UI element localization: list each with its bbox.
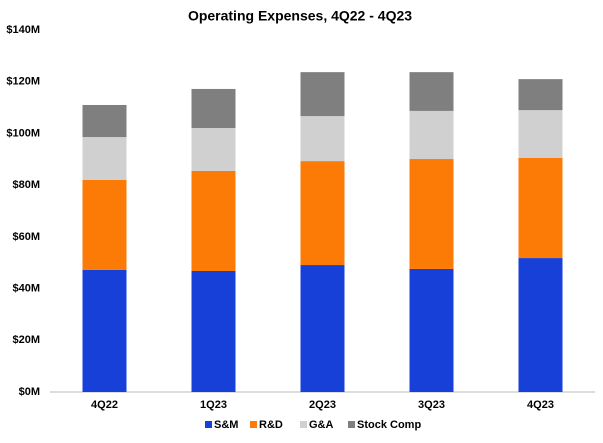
legend-label: G&A	[309, 419, 334, 431]
y-tick-label: $60M	[12, 231, 40, 243]
bar-segment	[409, 72, 454, 111]
bar-segment	[300, 161, 345, 266]
x-tick-label: 2Q23	[309, 399, 336, 411]
y-tick-label: $120M	[6, 76, 40, 88]
legend-swatch	[250, 421, 257, 428]
legend-label: S&M	[214, 419, 238, 431]
bar-segment	[191, 127, 236, 171]
legend-label: R&D	[259, 419, 283, 431]
bar-segment	[300, 72, 345, 117]
bar-segment	[82, 269, 127, 392]
legend-swatch	[300, 421, 307, 428]
bar-segment	[300, 116, 345, 162]
y-tick-label: $40M	[12, 282, 40, 294]
bar-segment	[191, 170, 236, 271]
bar-segment	[409, 110, 454, 160]
bar-segment	[518, 157, 563, 259]
bar-segment	[82, 104, 127, 138]
y-tick-label: $140M	[6, 24, 40, 36]
y-tick-label: $100M	[6, 127, 40, 139]
legend-label: Stock Comp	[357, 419, 421, 431]
y-tick-label: $80M	[12, 179, 40, 191]
bar-segment	[518, 79, 563, 111]
bar-segment	[191, 270, 236, 392]
bar-segment	[82, 179, 127, 270]
y-tick-label: $20M	[12, 334, 40, 346]
legend-swatch	[348, 421, 355, 428]
bar-segment	[191, 88, 236, 128]
chart-title: Operating Expenses, 4Q22 - 4Q23	[188, 8, 412, 24]
bar-segment	[300, 265, 345, 392]
bar-segment	[82, 137, 127, 180]
y-tick-label: $0M	[19, 386, 40, 398]
bar-segment	[409, 268, 454, 392]
bar-segment	[518, 258, 563, 392]
bar-segment	[409, 159, 454, 269]
x-tick-label: 4Q22	[91, 399, 118, 411]
legend-swatch	[205, 421, 212, 428]
bar-segment	[518, 110, 563, 158]
x-tick-label: 3Q23	[418, 399, 445, 411]
x-tick-label: 4Q23	[527, 399, 554, 411]
x-tick-label: 1Q23	[200, 399, 227, 411]
